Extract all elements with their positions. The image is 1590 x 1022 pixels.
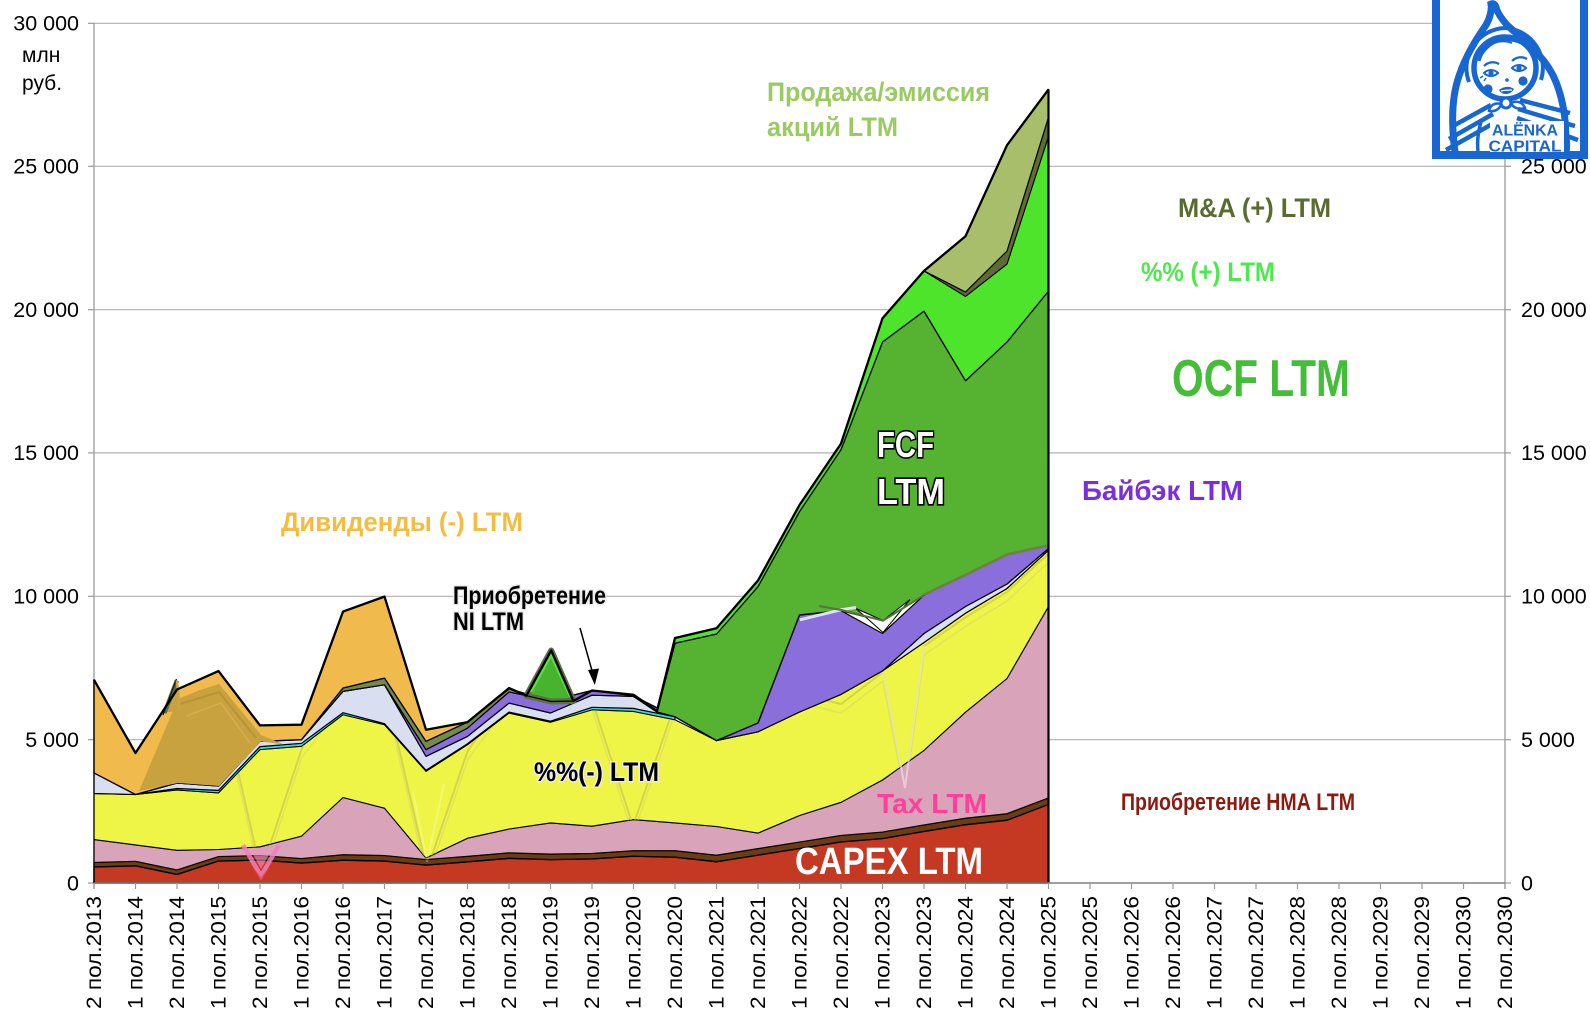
svg-text:Байбэк LTM: Байбэк LTM bbox=[1082, 475, 1243, 506]
svg-text:1 пол.2022: 1 пол.2022 bbox=[788, 896, 812, 1009]
svg-text:%% (+) LTM: %% (+) LTM bbox=[1141, 257, 1275, 287]
svg-text:2 пол.2027: 2 пол.2027 bbox=[1244, 896, 1268, 1009]
svg-text:2 пол.2028: 2 пол.2028 bbox=[1327, 896, 1351, 1009]
svg-text:акций LTM: акций LTM bbox=[767, 112, 898, 142]
svg-text:2 пол.2020: 2 пол.2020 bbox=[663, 896, 687, 1009]
svg-text:2 пол.2026: 2 пол.2026 bbox=[1161, 896, 1185, 1009]
svg-text:10 000: 10 000 bbox=[13, 585, 79, 609]
svg-text:1 пол.2018: 1 пол.2018 bbox=[456, 896, 480, 1009]
svg-text:2 пол.2013: 2 пол.2013 bbox=[82, 896, 106, 1009]
svg-text:Приобретение: Приобретение bbox=[453, 582, 606, 610]
svg-text:10 000: 10 000 bbox=[1521, 585, 1587, 609]
svg-text:1 пол.2017: 1 пол.2017 bbox=[373, 896, 397, 1009]
svg-text:0: 0 bbox=[67, 872, 79, 896]
svg-text:2 пол.2025: 2 пол.2025 bbox=[1078, 896, 1102, 1009]
svg-text:0: 0 bbox=[1521, 872, 1533, 896]
svg-text:1 пол.2028: 1 пол.2028 bbox=[1286, 896, 1310, 1009]
svg-text:2 пол.2023: 2 пол.2023 bbox=[912, 896, 936, 1009]
svg-text:15 000: 15 000 bbox=[1521, 441, 1587, 465]
svg-text:1 пол.2030: 1 пол.2030 bbox=[1452, 896, 1476, 1009]
svg-text:M&A (+) LTM: M&A (+) LTM bbox=[1178, 193, 1331, 223]
svg-text:Дивиденды (-) LTM: Дивиденды (-) LTM bbox=[281, 507, 523, 537]
svg-text:%%(-) LTM: %%(-) LTM bbox=[534, 757, 659, 787]
svg-text:CAPEX LTM: CAPEX LTM bbox=[795, 841, 983, 883]
svg-text:Tax LTM: Tax LTM bbox=[877, 788, 987, 819]
svg-text:2 пол.2021: 2 пол.2021 bbox=[746, 896, 770, 1009]
svg-text:20 000: 20 000 bbox=[13, 298, 79, 322]
svg-text:2 пол.2030: 2 пол.2030 bbox=[1493, 896, 1517, 1009]
svg-text:2 пол.2017: 2 пол.2017 bbox=[414, 896, 438, 1009]
svg-text:CAPITAL: CAPITAL bbox=[1489, 139, 1562, 156]
svg-text:ALËNKA: ALËNKA bbox=[1492, 122, 1558, 140]
svg-text:1 пол.2027: 1 пол.2027 bbox=[1203, 896, 1227, 1009]
svg-text:Продажа/эмиссия: Продажа/эмиссия bbox=[767, 77, 990, 107]
svg-text:2 пол.2029: 2 пол.2029 bbox=[1410, 896, 1434, 1009]
svg-text:руб.: руб. bbox=[22, 72, 62, 95]
svg-text:1 пол.2020: 1 пол.2020 bbox=[622, 896, 646, 1009]
svg-text:2 пол.2016: 2 пол.2016 bbox=[331, 896, 355, 1009]
svg-text:1 пол.2021: 1 пол.2021 bbox=[705, 896, 729, 1009]
svg-text:1 пол.2019: 1 пол.2019 bbox=[539, 896, 563, 1009]
svg-text:5 000: 5 000 bbox=[1521, 728, 1575, 752]
svg-text:млн: млн bbox=[22, 44, 60, 67]
svg-text:2 пол.2022: 2 пол.2022 bbox=[829, 896, 853, 1009]
svg-text:15 000: 15 000 bbox=[13, 441, 79, 465]
svg-text:1 пол.2029: 1 пол.2029 bbox=[1369, 896, 1393, 1009]
svg-text:2 пол.2015: 2 пол.2015 bbox=[248, 896, 272, 1009]
svg-text:20 000: 20 000 bbox=[1521, 298, 1587, 322]
svg-text:1 пол.2016: 1 пол.2016 bbox=[290, 896, 314, 1009]
svg-text:25 000: 25 000 bbox=[13, 155, 79, 179]
svg-text:2 пол.2024: 2 пол.2024 bbox=[995, 896, 1019, 1009]
svg-text:LTM: LTM bbox=[877, 471, 945, 512]
svg-text:FCF: FCF bbox=[877, 424, 934, 465]
svg-text:2 пол.2018: 2 пол.2018 bbox=[497, 896, 521, 1009]
svg-text:2 пол.2014: 2 пол.2014 bbox=[165, 896, 189, 1009]
svg-text:1 пол.2014: 1 пол.2014 bbox=[124, 896, 148, 1009]
svg-text:1 пол.2025: 1 пол.2025 bbox=[1037, 896, 1061, 1009]
svg-text:1 пол.2024: 1 пол.2024 bbox=[954, 896, 978, 1009]
svg-text:OCF LTM: OCF LTM bbox=[1172, 350, 1350, 408]
svg-text:1 пол.2026: 1 пол.2026 bbox=[1120, 896, 1144, 1009]
svg-text:2 пол.2019: 2 пол.2019 bbox=[580, 896, 604, 1009]
svg-text:5 000: 5 000 bbox=[25, 728, 79, 752]
svg-text:Приобретение НМА LTM: Приобретение НМА LTM bbox=[1121, 789, 1355, 816]
svg-text:1 пол.2023: 1 пол.2023 bbox=[871, 896, 895, 1009]
svg-text:30 000: 30 000 bbox=[13, 12, 79, 36]
svg-text:NI LTM: NI LTM bbox=[453, 608, 524, 636]
svg-text:1 пол.2015: 1 пол.2015 bbox=[207, 896, 231, 1009]
